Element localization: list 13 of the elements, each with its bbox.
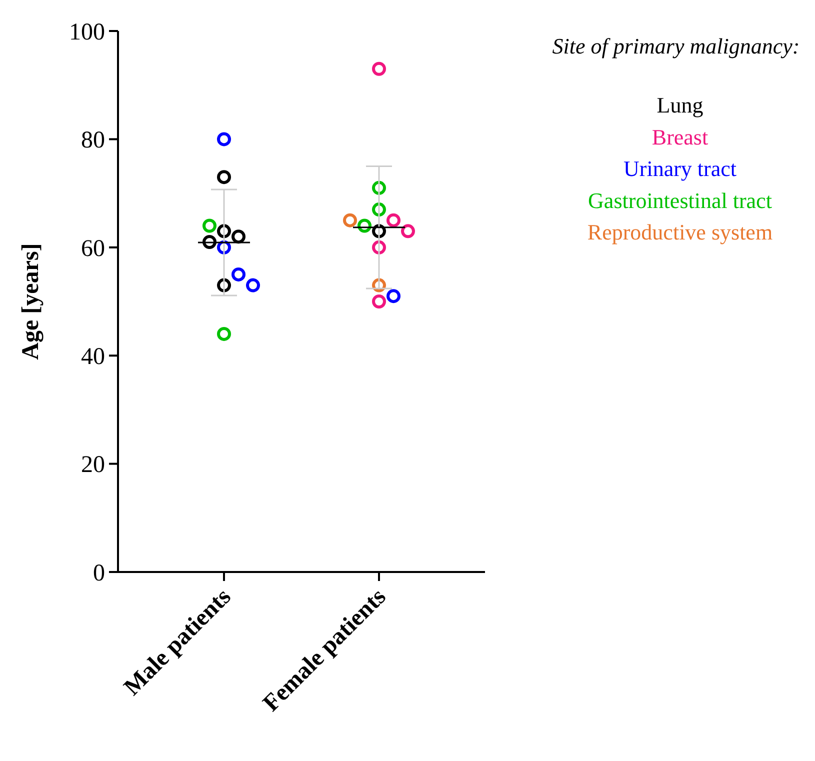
text: Lung — [656, 92, 704, 118]
y-tick-label: 20 — [81, 452, 105, 478]
text: Breast — [652, 124, 708, 150]
legend-title: Site of primary malignancy: — [552, 34, 800, 59]
text: Gastrointestinal tract — [588, 188, 772, 213]
y-tick-label: 80 — [81, 128, 105, 154]
y-axis-title: Age [years] — [18, 243, 44, 360]
text: Urinary tract — [624, 156, 736, 182]
y-tick-label: 0 — [93, 560, 105, 586]
text: Reproductive system — [587, 220, 773, 244]
y-tick-label: 100 — [69, 19, 105, 46]
y-tick-label: 60 — [81, 236, 105, 262]
y-tick-label: 40 — [81, 344, 105, 370]
